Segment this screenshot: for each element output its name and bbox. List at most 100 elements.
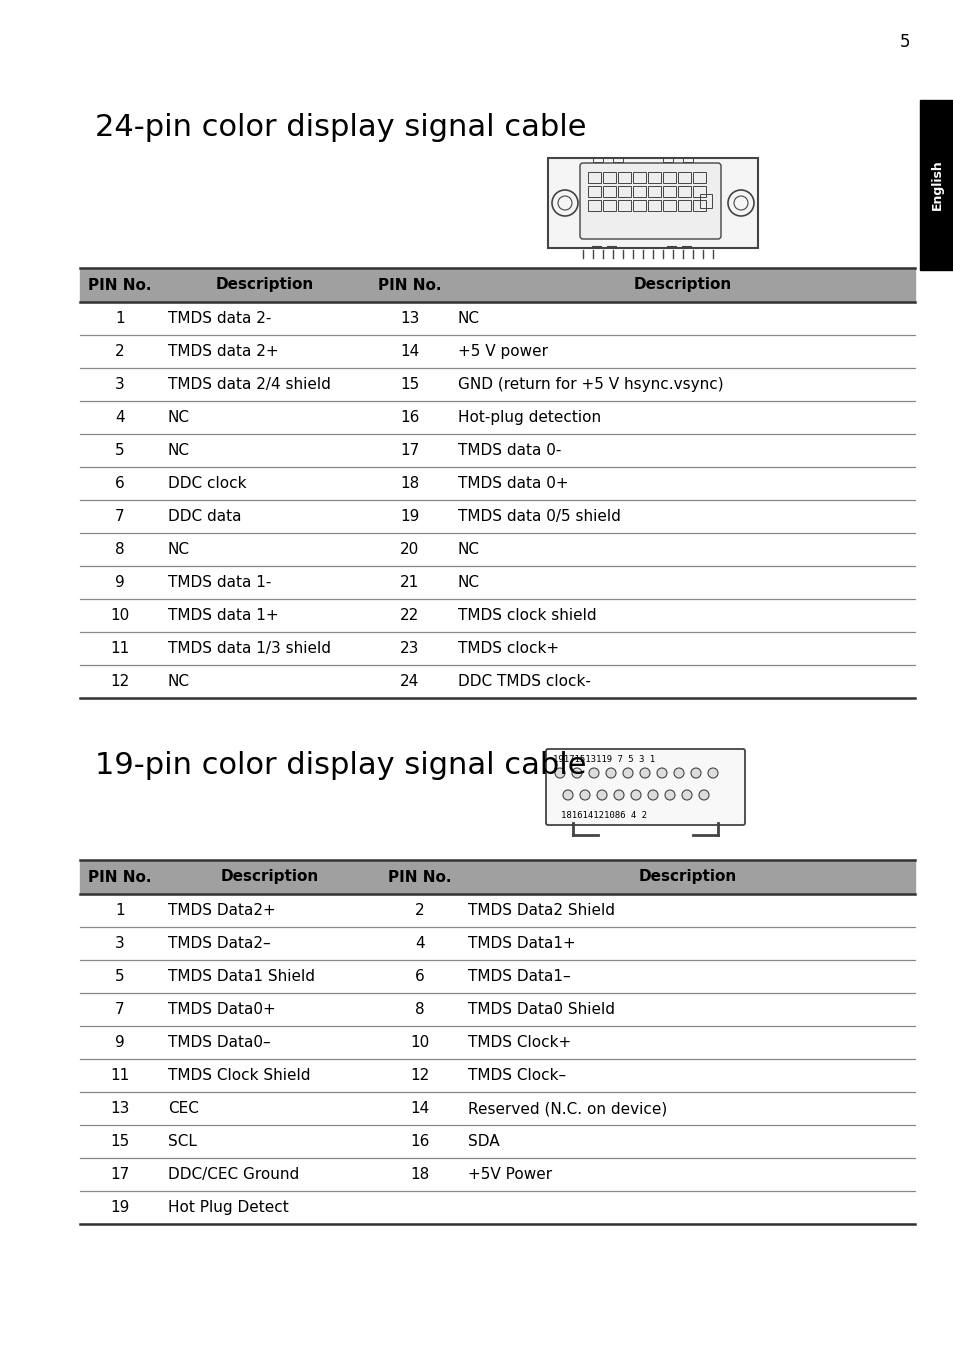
Circle shape: [622, 768, 633, 778]
Text: DDC/CEC Ground: DDC/CEC Ground: [168, 1166, 299, 1181]
Bar: [692, 172, 705, 183]
Text: TMDS Clock+: TMDS Clock+: [468, 1035, 571, 1050]
Bar: [662, 186, 676, 197]
Text: TMDS data 0+: TMDS data 0+: [457, 476, 568, 491]
Bar: [547, 157, 758, 248]
Text: NC: NC: [168, 674, 190, 689]
Text: DDC clock: DDC clock: [168, 476, 246, 491]
Text: 6: 6: [115, 476, 125, 491]
Text: 21: 21: [400, 575, 419, 590]
Text: SCL: SCL: [168, 1134, 196, 1149]
Text: 16: 16: [410, 1134, 429, 1149]
Text: 11: 11: [111, 641, 130, 656]
Text: NC: NC: [168, 444, 190, 459]
Text: 6: 6: [415, 969, 424, 984]
Text: 3: 3: [115, 936, 125, 951]
Text: 15: 15: [400, 376, 419, 392]
Text: TMDS Data0 Shield: TMDS Data0 Shield: [468, 1002, 615, 1017]
Circle shape: [614, 790, 623, 799]
Circle shape: [630, 790, 640, 799]
Text: 11: 11: [111, 1068, 130, 1083]
Text: 19-pin color display signal cable: 19-pin color display signal cable: [95, 752, 586, 780]
Text: TMDS clock shield: TMDS clock shield: [457, 608, 596, 623]
Text: Hot Plug Detect: Hot Plug Detect: [168, 1201, 289, 1216]
Circle shape: [552, 190, 578, 216]
Circle shape: [690, 768, 700, 778]
Bar: [647, 200, 660, 211]
Text: TMDS Data2–: TMDS Data2–: [168, 936, 271, 951]
Bar: [700, 194, 711, 208]
Text: 7: 7: [115, 509, 125, 524]
Circle shape: [647, 790, 658, 799]
Text: 2: 2: [415, 904, 424, 919]
Text: 5: 5: [115, 969, 125, 984]
Text: PIN No.: PIN No.: [388, 869, 452, 884]
Text: 22: 22: [400, 608, 419, 623]
Bar: [647, 186, 660, 197]
Bar: [919, 100, 953, 270]
Text: 4: 4: [115, 409, 125, 424]
Text: 19171513119 7 5 3 1: 19171513119 7 5 3 1: [553, 754, 655, 764]
Text: 24: 24: [400, 674, 419, 689]
Text: 17: 17: [400, 444, 419, 459]
FancyBboxPatch shape: [545, 749, 744, 826]
Bar: [618, 186, 630, 197]
Text: 18: 18: [410, 1166, 429, 1181]
Bar: [587, 186, 600, 197]
Circle shape: [605, 768, 616, 778]
Text: 2: 2: [115, 344, 125, 359]
Text: 12: 12: [111, 674, 130, 689]
Bar: [80, 860, 914, 894]
Bar: [613, 157, 622, 162]
Text: 8: 8: [415, 1002, 424, 1017]
Bar: [602, 172, 616, 183]
Text: 1: 1: [115, 311, 125, 326]
Text: TMDS data 2-: TMDS data 2-: [168, 311, 271, 326]
Text: English: English: [929, 160, 943, 211]
Text: PIN No.: PIN No.: [89, 278, 152, 293]
Bar: [662, 157, 672, 162]
Text: +5 V power: +5 V power: [457, 344, 547, 359]
Circle shape: [673, 768, 683, 778]
Text: 19: 19: [400, 509, 419, 524]
Text: DDC data: DDC data: [168, 509, 241, 524]
Text: 5: 5: [899, 33, 909, 51]
Text: TMDS data 1-: TMDS data 1-: [168, 575, 271, 590]
Text: Description: Description: [633, 278, 731, 293]
Bar: [647, 172, 660, 183]
Circle shape: [657, 768, 666, 778]
Text: TMDS clock+: TMDS clock+: [457, 641, 558, 656]
Text: NC: NC: [457, 542, 479, 557]
Text: 13: 13: [111, 1101, 130, 1116]
Circle shape: [579, 790, 589, 799]
Text: NC: NC: [457, 575, 479, 590]
Text: 19: 19: [111, 1201, 130, 1216]
Text: Description: Description: [221, 869, 319, 884]
Text: GND (return for +5 V hsync.vsync): GND (return for +5 V hsync.vsync): [457, 376, 723, 392]
Text: TMDS Data1–: TMDS Data1–: [468, 969, 570, 984]
Bar: [678, 186, 690, 197]
Text: TMDS Data0+: TMDS Data0+: [168, 1002, 275, 1017]
FancyBboxPatch shape: [579, 163, 720, 240]
Circle shape: [555, 768, 564, 778]
Bar: [662, 200, 676, 211]
Text: TMDS data 1/3 shield: TMDS data 1/3 shield: [168, 641, 331, 656]
Text: 9: 9: [115, 1035, 125, 1050]
Text: PIN No.: PIN No.: [377, 278, 441, 293]
Bar: [662, 172, 676, 183]
Text: NC: NC: [168, 542, 190, 557]
Bar: [678, 172, 690, 183]
Bar: [593, 157, 602, 162]
Text: 18: 18: [400, 476, 419, 491]
Text: 14: 14: [410, 1101, 429, 1116]
Text: 23: 23: [400, 641, 419, 656]
Text: 5: 5: [115, 444, 125, 459]
Text: 14: 14: [400, 344, 419, 359]
Bar: [633, 172, 645, 183]
Circle shape: [681, 790, 691, 799]
Text: PIN No.: PIN No.: [89, 869, 152, 884]
Text: TMDS data 0-: TMDS data 0-: [457, 444, 560, 459]
Text: 7: 7: [115, 1002, 125, 1017]
Text: +5V Power: +5V Power: [468, 1166, 552, 1181]
Bar: [618, 200, 630, 211]
